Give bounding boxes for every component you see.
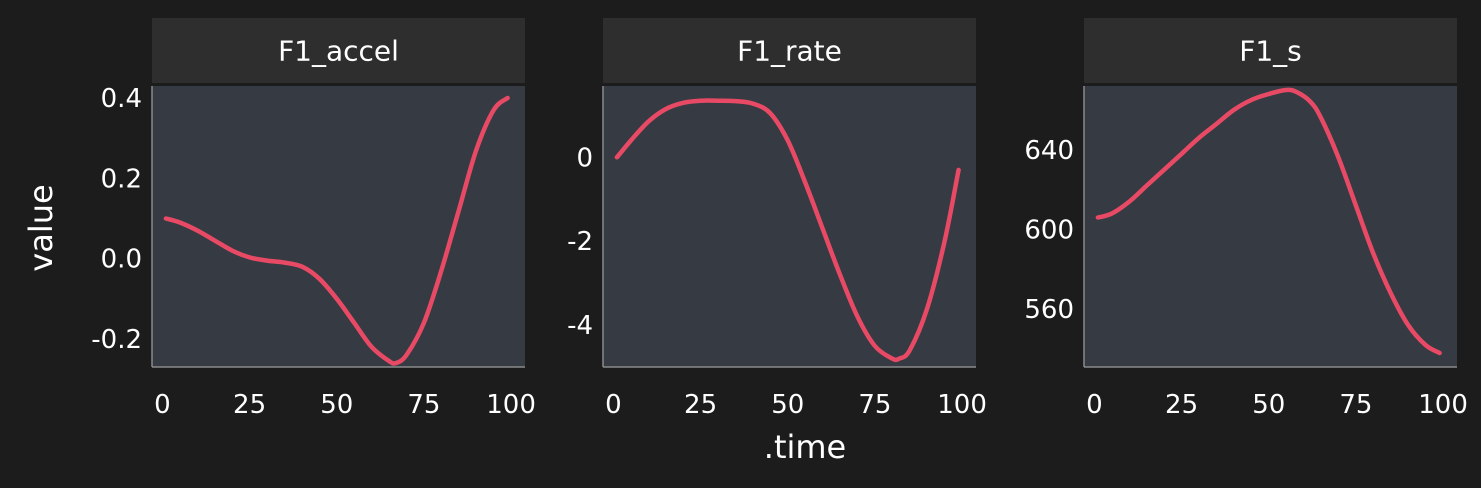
facet-strip-label: F1_s bbox=[1239, 35, 1302, 68]
facet-panel: F1_rate 0 -2 -4 0 25 50 75 100 bbox=[567, 18, 987, 420]
x-tick-label: 75 bbox=[1339, 390, 1372, 420]
y-tick-label: -2 bbox=[567, 227, 593, 257]
x-tick-label: 0 bbox=[154, 390, 171, 420]
x-tick-label: 50 bbox=[1252, 390, 1285, 420]
x-tick-label: 75 bbox=[858, 390, 891, 420]
y-tick-label: -0.2 bbox=[91, 325, 142, 355]
x-tick-label: 50 bbox=[771, 390, 804, 420]
facet-strip bbox=[603, 18, 976, 83]
x-axis-title: .time bbox=[764, 428, 846, 466]
panel-background bbox=[603, 86, 976, 367]
series-line bbox=[614, 98, 961, 363]
facet-panel: F1_s 640 600 560 0 25 50 75 100 bbox=[1024, 18, 1468, 420]
x-tick-label: 0 bbox=[1086, 390, 1103, 420]
x-tick-label: 25 bbox=[684, 390, 717, 420]
panel-background bbox=[152, 86, 525, 367]
y-tick-label: 0.2 bbox=[101, 164, 142, 194]
y-tick-label: 640 bbox=[1024, 136, 1074, 166]
facet-panel: F1_accel 0.4 0.2 0.0 -0.2 0 25 50 75 100 bbox=[91, 18, 536, 420]
x-tick-label: 100 bbox=[1418, 390, 1468, 420]
x-tick-label: 25 bbox=[1165, 390, 1198, 420]
x-tick-label: 100 bbox=[937, 390, 987, 420]
series-line bbox=[163, 95, 510, 366]
facet-strip-label: F1_rate bbox=[737, 35, 842, 68]
facet-strip bbox=[1084, 18, 1457, 83]
x-tick-label: 0 bbox=[605, 390, 622, 420]
x-tick-label: 50 bbox=[320, 390, 353, 420]
facet-strip bbox=[152, 18, 525, 83]
y-tick-label: -4 bbox=[567, 311, 593, 341]
y-tick-label: 0.0 bbox=[101, 245, 142, 275]
y-tick-label: 560 bbox=[1024, 295, 1074, 325]
y-tick-label: 0 bbox=[576, 143, 593, 173]
x-tick-label: 25 bbox=[233, 390, 266, 420]
y-tick-label: 600 bbox=[1024, 215, 1074, 245]
panel-background bbox=[1084, 86, 1457, 367]
y-tick-label: 0.4 bbox=[101, 84, 142, 114]
facet-strip-label: F1_accel bbox=[278, 35, 399, 68]
x-tick-label: 75 bbox=[407, 390, 440, 420]
x-tick-label: 100 bbox=[486, 390, 536, 420]
facet-panels: F1_accel 0.4 0.2 0.0 -0.2 0 25 50 75 100 F1_rate 0 -… bbox=[91, 18, 1468, 420]
series-line bbox=[1095, 87, 1442, 356]
y-axis-title: value bbox=[22, 184, 60, 271]
